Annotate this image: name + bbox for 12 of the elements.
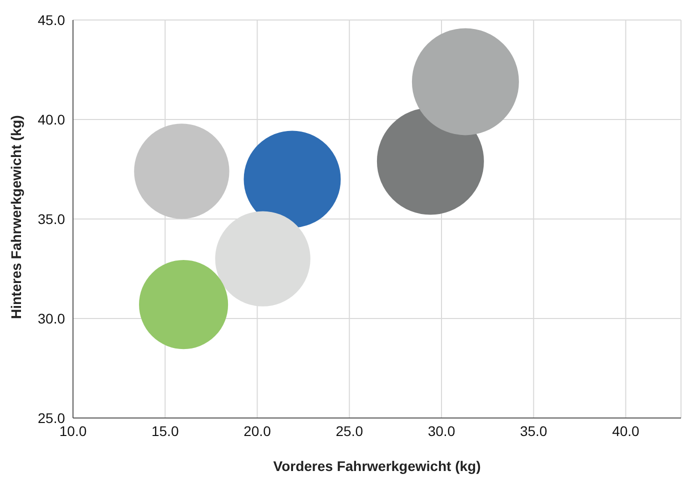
y-tick-label: 35.0 [38,210,66,227]
y-tick-label: 45.0 [38,12,66,28]
x-tick-label: 25.0 [336,422,364,439]
x-tick-label: 35.0 [520,422,548,439]
x-tick-label: 30.0 [428,422,456,439]
x-tick-label: 40.0 [612,422,640,439]
x-tick-label: 20.0 [244,422,272,439]
y-tick-label: 40.0 [38,111,66,128]
y-axis-title: Hinteres Fahrwerkgewicht (kg) [8,115,24,319]
x-axis-title: Vorderes Fahrwerkgewicht (kg) [273,458,481,474]
x-tick-label: 15.0 [151,422,179,439]
y-tick-label: 30.0 [38,310,66,326]
